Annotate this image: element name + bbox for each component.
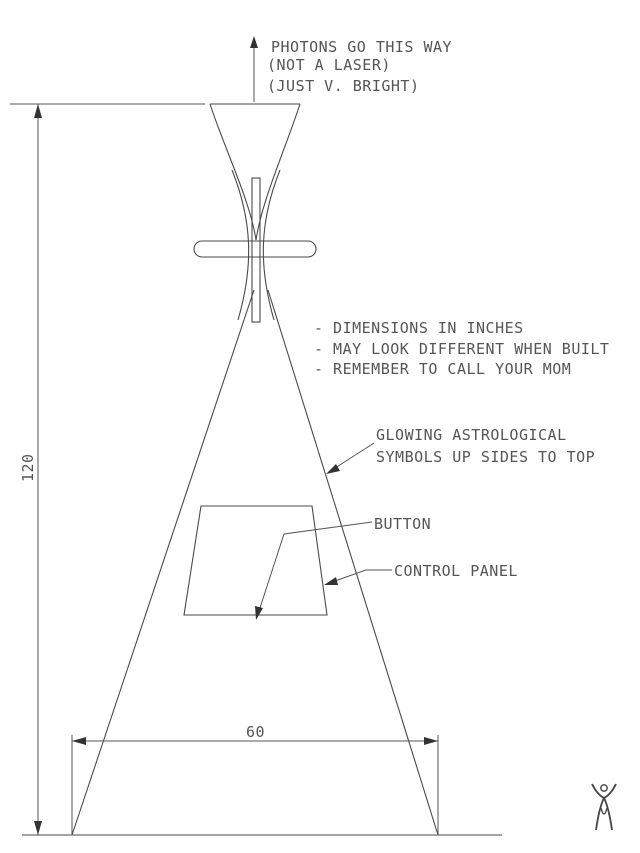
- svg-text:GLOWING ASTROLOGICAL: GLOWING ASTROLOGICAL: [376, 426, 567, 444]
- top-funnel: [209, 103, 301, 321]
- svg-text:PHOTONS GO THIS WAY: PHOTONS GO THIS WAY: [271, 38, 452, 56]
- design-notes: - DIMENSIONS IN INCHES - MAY LOOK DIFFER…: [314, 319, 609, 378]
- symbols-leader: [326, 442, 375, 474]
- height-dimension: [10, 103, 205, 835]
- height-dimension-label: 120: [19, 453, 37, 482]
- stick-figure-logo-icon: [591, 783, 617, 831]
- pyramid-right-edge: [267, 289, 439, 836]
- collar-ring: [193, 240, 317, 258]
- symbols-callout: GLOWING ASTROLOGICAL SYMBOLS UP SIDES TO…: [376, 426, 595, 466]
- svg-text:SYMBOLS UP SIDES TO TOP: SYMBOLS UP SIDES TO TOP: [376, 448, 595, 466]
- svg-text:(NOT A LASER): (NOT A LASER): [267, 56, 391, 74]
- control-panel-leader: [324, 569, 392, 585]
- pyramid-left-edge: [71, 289, 255, 836]
- center-rod: [251, 177, 261, 323]
- svg-text:(JUST V. BRIGHT): (JUST V. BRIGHT): [267, 77, 420, 95]
- width-dimension: [71, 735, 439, 835]
- button-label: BUTTON: [374, 515, 431, 533]
- svg-text:- MAY LOOK DIFFERENT WHEN BUIL: - MAY LOOK DIFFERENT WHEN BUILT: [314, 340, 609, 358]
- svg-text:- REMEMBER TO CALL YOUR MOM: - REMEMBER TO CALL YOUR MOM: [314, 360, 571, 378]
- photons-arrow: [250, 36, 258, 102]
- button-leader: [255, 521, 373, 620]
- svg-text:- DIMENSIONS IN INCHES: - DIMENSIONS IN INCHES: [314, 319, 524, 337]
- photons-note: PHOTONS GO THIS WAY (NOT A LASER) (JUST …: [267, 38, 452, 95]
- control-panel: [183, 505, 328, 616]
- control-panel-label: CONTROL PANEL: [394, 562, 518, 580]
- width-dimension-label: 60: [246, 723, 265, 741]
